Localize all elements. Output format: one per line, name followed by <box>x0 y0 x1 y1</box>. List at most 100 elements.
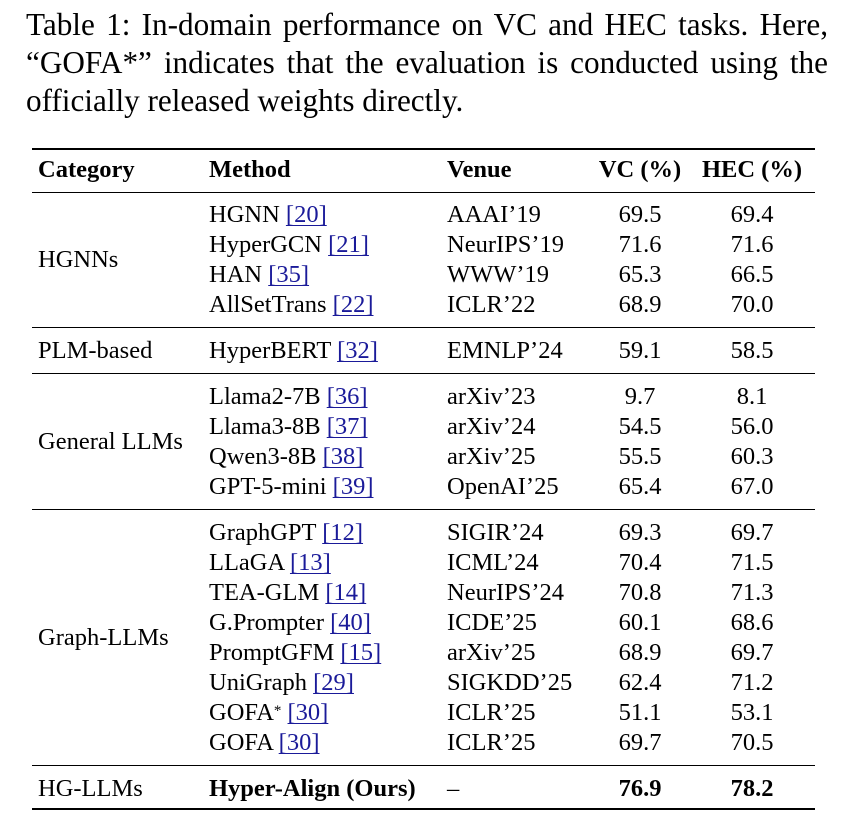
citation-link[interactable]: [15] <box>340 639 382 666</box>
citation-link[interactable]: [21] <box>328 231 369 258</box>
venue-cell: SIGKDD’25 <box>447 669 573 696</box>
vc-score-cell: 60.1 <box>618 609 662 636</box>
hec-score-cell: 67.0 <box>730 473 774 500</box>
citation-link[interactable]: [13] <box>289 549 331 576</box>
hec-score-cell: 71.6 <box>730 231 774 258</box>
method-cell: HAN [35] <box>209 260 309 290</box>
venue-cell: – <box>447 775 460 802</box>
vc-score-cell: 70.8 <box>618 579 662 606</box>
hec-score-cell: 60.3 <box>730 443 774 470</box>
vc-score-cell: 70.4 <box>618 549 662 576</box>
method-cell: GOFA* [30] <box>209 698 328 728</box>
venue-cell: NeurIPS’24 <box>447 579 565 606</box>
method-name: HAN <box>209 261 263 288</box>
group-rule <box>32 509 815 510</box>
hec-score-cell: 68.6 <box>730 609 774 636</box>
venue-cell: ICLR’22 <box>447 291 536 318</box>
citation-link[interactable]: [20] <box>285 201 327 228</box>
venue-cell: ICML’24 <box>447 549 539 576</box>
vc-score-cell: 65.3 <box>618 261 662 288</box>
venue-cell: EMNLP’24 <box>447 337 563 364</box>
venue-cell: WWW’19 <box>447 261 550 288</box>
method-cell: Hyper-Align (Ours) <box>209 774 416 804</box>
venue-cell: ICLR’25 <box>447 729 536 756</box>
citation-link[interactable]: [37] <box>326 413 368 440</box>
method-cell: HyperGCN [21] <box>209 230 369 260</box>
header-venue: Venue <box>447 156 512 183</box>
method-name: LLaGA <box>209 549 284 576</box>
vc-score-cell: 71.6 <box>618 231 662 258</box>
method-cell: Llama3-8B [37] <box>209 412 368 442</box>
vc-score-cell: 62.4 <box>618 669 662 696</box>
method-cell: Llama2-7B [36] <box>209 382 368 412</box>
header-vc: VC (%) <box>598 156 682 183</box>
top-rule <box>32 148 815 150</box>
vc-score-cell: 51.1 <box>618 699 662 726</box>
citation-link[interactable]: [29] <box>313 669 354 696</box>
citation-link[interactable]: [32] <box>337 337 378 364</box>
citation-link[interactable]: [40] <box>330 609 371 636</box>
method-cell: HGNN [20] <box>209 200 327 230</box>
vc-score-cell: 68.9 <box>618 291 662 318</box>
citation-link[interactable]: [38] <box>322 443 364 470</box>
citation-link[interactable]: [22] <box>332 291 374 318</box>
hec-score-cell: 78.2 <box>730 775 774 802</box>
hec-score-cell: 56.0 <box>730 413 774 440</box>
method-name: UniGraph <box>209 669 307 696</box>
citation-link[interactable]: [39] <box>332 473 374 500</box>
hec-score-cell: 69.4 <box>730 201 774 228</box>
method-name: TEA-GLM <box>209 579 320 606</box>
method-cell: PromptGFM [15] <box>209 638 381 668</box>
venue-cell: arXiv’23 <box>447 383 536 410</box>
venue-cell: arXiv’25 <box>447 639 536 666</box>
hec-score-cell: 71.5 <box>730 549 774 576</box>
venue-cell: NeurIPS’19 <box>447 231 565 258</box>
group-rule <box>32 327 815 328</box>
method-name: HGNN <box>209 201 280 228</box>
header-category: Category <box>38 156 135 183</box>
citation-link[interactable]: [35] <box>268 261 310 288</box>
hec-score-cell: 70.5 <box>730 729 774 756</box>
method-name: AllSetTrans <box>209 291 327 318</box>
method-cell: GOFA [30] <box>209 728 320 758</box>
method-name: Llama3-8B <box>209 413 321 440</box>
venue-cell: arXiv’25 <box>447 443 536 470</box>
venue-cell: ICLR’25 <box>447 699 536 726</box>
citation-link[interactable]: [36] <box>326 383 368 410</box>
method-name: HyperGCN <box>209 231 322 258</box>
venue-cell: arXiv’24 <box>447 413 536 440</box>
hec-score-cell: 71.2 <box>730 669 774 696</box>
header-hec: HEC (%) <box>701 156 803 183</box>
citation-link[interactable]: [14] <box>325 579 367 606</box>
citation-link[interactable]: [30] <box>278 729 320 756</box>
asterisk-superscript: * <box>273 703 282 719</box>
hec-score-cell: 71.3 <box>730 579 774 606</box>
method-name: G.Prompter <box>209 609 324 636</box>
method-cell: GPT-5-mini [39] <box>209 472 373 502</box>
table-caption: Table 1: In-domain performance on VC and… <box>26 7 828 118</box>
method-cell: UniGraph [29] <box>209 668 354 698</box>
citation-link[interactable]: [30] <box>287 699 329 726</box>
hec-score-cell: 69.7 <box>730 639 774 666</box>
method-name: PromptGFM <box>209 639 335 666</box>
method-name: GOFA <box>209 729 273 756</box>
hec-score-cell: 70.0 <box>730 291 774 318</box>
venue-cell: OpenAI’25 <box>447 473 559 500</box>
method-cell: AllSetTrans [22] <box>209 290 374 320</box>
method-cell: GraphGPT [12] <box>209 518 363 548</box>
header-rule <box>32 192 815 193</box>
method-cell: TEA-GLM [14] <box>209 578 366 608</box>
venue-cell: ICDE’25 <box>447 609 537 636</box>
method-cell: Qwen3-8B [38] <box>209 442 363 472</box>
vc-score-cell: 55.5 <box>618 443 662 470</box>
category-cell: HGNNs <box>38 246 119 273</box>
vc-score-cell: 9.7 <box>624 383 656 410</box>
vc-score-cell: 76.9 <box>618 775 662 802</box>
vc-score-cell: 65.4 <box>618 473 662 500</box>
method-name: GOFA <box>209 699 274 726</box>
vc-score-cell: 69.5 <box>618 201 662 228</box>
hec-score-cell: 66.5 <box>730 261 774 288</box>
citation-link[interactable]: [12] <box>322 519 364 546</box>
method-cell: G.Prompter [40] <box>209 608 371 638</box>
method-name: Hyper-Align (Ours) <box>209 775 416 802</box>
